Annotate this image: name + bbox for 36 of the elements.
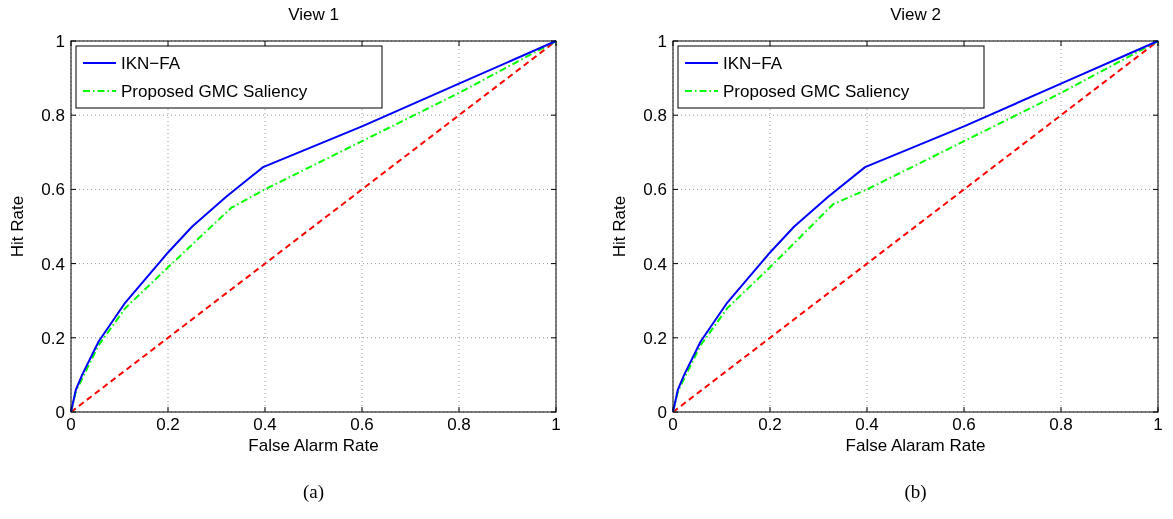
x-tick-label: 0.6 [952,415,976,434]
x-tick-label: 0.4 [253,415,277,434]
text: (a) [302,481,325,503]
x-axis-title: False Alarm Rate [248,436,379,455]
y-tick-label: 0 [55,403,65,422]
line-series [70,40,557,413]
y-axis-title: Hit Rate [8,195,27,258]
y-axis-title: Hit Rate [610,195,629,258]
chart-title: View 2 [890,5,941,24]
legend-label: IKN−FA [723,54,783,73]
x-tick-label: 0.8 [1049,415,1073,434]
y-tick-label: 0.6 [643,180,667,200]
y-tick-label: 0.2 [643,328,667,348]
x-tick-label: 1 [551,415,561,434]
legend-label: Proposed GMC Saliency [121,82,308,101]
x-tick-label: 0.4 [855,415,879,434]
line-series [672,40,1159,413]
x-tick-label: 1 [1153,415,1163,434]
x-tick-label: 0.2 [758,415,782,434]
y-tick-label: 0.8 [41,106,65,126]
y-tick-label: 0.8 [643,106,667,126]
legend-label: IKN−FA [121,54,181,73]
y-tick-label: 0.4 [41,254,65,274]
y-tick-label: 0 [657,403,667,422]
x-tick-label: 0.8 [447,415,471,434]
y-tick-label: 1 [55,32,65,51]
y-tick-label: 1 [657,32,667,51]
x-tick-label: 0.6 [350,415,374,434]
x-tick-label: 0.2 [156,415,180,434]
chart-title: View 1 [288,5,339,24]
x-axis-title: False Alaram Rate [845,436,986,455]
y-tick-label: 0.6 [41,180,65,200]
text: (b) [904,481,927,503]
y-tick-label: 0.4 [643,254,667,274]
y-tick-label: 0.2 [41,328,65,348]
legend-label: Proposed GMC Saliency [723,82,910,101]
